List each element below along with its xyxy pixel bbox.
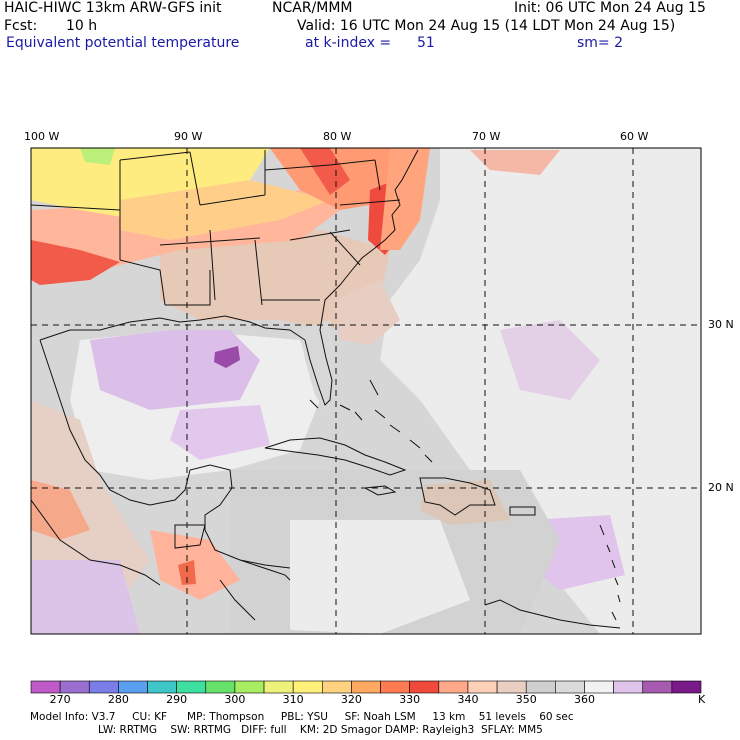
hispaniola-tan bbox=[420, 480, 510, 525]
nw-atlantic-salmon bbox=[470, 150, 560, 175]
colorbar-swatch bbox=[205, 680, 236, 694]
gulf-lavender-patch bbox=[170, 405, 270, 460]
colorbar-tick-label: 340 bbox=[457, 693, 479, 706]
state-borders-north bbox=[119, 150, 401, 206]
colorbar-swatch bbox=[496, 680, 527, 694]
lon-label-100w: 100 W bbox=[24, 130, 60, 143]
colorbar-tick-label: 310 bbox=[282, 693, 304, 706]
colorbar-tick-label: 330 bbox=[399, 693, 421, 706]
mexico-pacific-coast bbox=[31, 499, 161, 586]
mexico-tan bbox=[31, 400, 150, 600]
valid-time: Valid: 16 UTC Mon 24 Aug 15 (14 LDT Mon … bbox=[297, 18, 676, 34]
central-america-red bbox=[178, 560, 196, 585]
lon-label-90w: 90 W bbox=[174, 130, 203, 143]
colorbar-swatch bbox=[176, 680, 207, 694]
colorbar-swatch bbox=[584, 680, 614, 694]
south-america-coast bbox=[484, 599, 621, 629]
colorbar-swatch bbox=[613, 680, 644, 694]
colorbar-swatch bbox=[147, 680, 177, 694]
hispaniola bbox=[419, 477, 496, 516]
colorbar-swatch bbox=[30, 680, 61, 694]
lat-label-30n: 30 N bbox=[708, 318, 734, 331]
forecast-label: Fcst: bbox=[4, 18, 38, 34]
level-value: 51 bbox=[417, 35, 435, 51]
theta-e-field bbox=[31, 148, 701, 634]
colorbar-swatch bbox=[671, 680, 702, 694]
lon-label-60w: 60 W bbox=[620, 130, 649, 143]
coastlines-borders bbox=[31, 149, 621, 629]
colorbar-swatch bbox=[88, 680, 119, 694]
central-america-borders bbox=[174, 524, 291, 621]
state-borders-west bbox=[31, 160, 361, 306]
us-gulf-coast bbox=[39, 149, 419, 406]
colorbar-tick-label: 360 bbox=[573, 693, 595, 706]
us-red-belt bbox=[300, 148, 350, 195]
lesser-antilles bbox=[599, 524, 621, 621]
model-info-line2: LW: RRTMG SW: RRTMG DIFF: full KM: 2D Sm… bbox=[98, 724, 543, 736]
graticule bbox=[31, 148, 701, 634]
florida-land bbox=[300, 320, 335, 410]
colorbar-swatch bbox=[467, 680, 498, 694]
gulf-purple-patch bbox=[90, 330, 260, 410]
upper-midwest-green bbox=[80, 148, 115, 165]
model-title: HAIC-HIWC 13km ARW-GFS init bbox=[4, 0, 222, 16]
lon-label-70w: 70 W bbox=[472, 130, 501, 143]
colorbar-swatch bbox=[642, 680, 673, 694]
bahamas bbox=[339, 379, 433, 463]
caribbean-light bbox=[290, 520, 470, 634]
us-yellow bbox=[31, 148, 270, 220]
us-southeast-tan bbox=[160, 230, 390, 330]
colorbar-tick-label: 270 bbox=[49, 693, 71, 706]
atlantic-pink-patch bbox=[500, 320, 600, 400]
colorbar-swatch bbox=[555, 680, 585, 694]
smoothing-label: sm= 2 bbox=[577, 35, 624, 51]
us-light-orange bbox=[120, 180, 330, 240]
colorbar-tick-label: 290 bbox=[166, 693, 188, 706]
lon-label-80w: 80 W bbox=[323, 130, 352, 143]
colorbar-tick-label: 350 bbox=[515, 693, 537, 706]
field-name: Equivalent potential temperature bbox=[6, 35, 240, 51]
pacific-lavender bbox=[31, 560, 140, 634]
map-frame bbox=[30, 147, 702, 635]
colorbar bbox=[30, 680, 702, 694]
mid-atlantic-orange bbox=[380, 148, 430, 250]
atlantic-tan-band bbox=[335, 280, 400, 345]
colorbar-swatch bbox=[380, 680, 410, 694]
florida-keys bbox=[309, 399, 319, 409]
mexico-coast bbox=[39, 339, 233, 530]
colorbar-tick-label: 280 bbox=[107, 693, 129, 706]
center-label: NCAR/MMM bbox=[272, 0, 353, 16]
colorbar-swatch bbox=[525, 680, 556, 694]
colorbar-swatch bbox=[234, 680, 265, 694]
cuba bbox=[264, 437, 407, 476]
forecast-hour: 10 h bbox=[66, 18, 98, 34]
colorbar-swatch bbox=[409, 680, 440, 694]
colorbar-tick-label: 300 bbox=[224, 693, 246, 706]
colorbar-swatch bbox=[263, 680, 294, 694]
colorbar-swatch bbox=[292, 680, 323, 694]
texas-red bbox=[31, 240, 120, 285]
init-time: Init: 06 UTC Mon 24 Aug 15 bbox=[514, 0, 706, 16]
mexico-salmon bbox=[31, 480, 90, 540]
lat-label-20n: 20 N bbox=[708, 481, 734, 494]
colorbar-swatch bbox=[438, 680, 469, 694]
central-america-orange bbox=[150, 530, 240, 600]
colorbar-swatch bbox=[351, 680, 381, 694]
colorbar-unit: K bbox=[698, 693, 706, 706]
model-info-line1: Model Info: V3.7 CU: KF MP: Thompson PBL… bbox=[30, 711, 574, 723]
puerto-rico bbox=[509, 506, 536, 516]
jamaica bbox=[363, 485, 397, 496]
level-label: at k-index = bbox=[305, 35, 392, 51]
colorbar-swatch bbox=[59, 680, 90, 694]
colorbar-swatch bbox=[322, 680, 352, 694]
colorbar-swatch bbox=[118, 680, 148, 694]
colorbar-tick-label: 320 bbox=[340, 693, 362, 706]
gulf-purple-max bbox=[214, 346, 240, 368]
